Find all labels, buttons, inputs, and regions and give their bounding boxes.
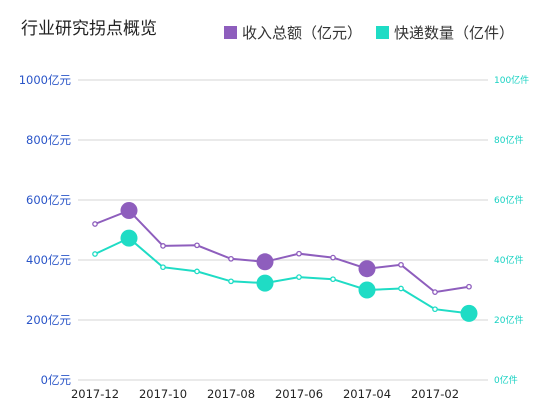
legend-item-revenue[interactable]: 收入总额（亿元） xyxy=(224,22,362,43)
legend-label-revenue: 收入总额（亿元） xyxy=(242,24,363,42)
data-point xyxy=(330,276,336,283)
data-point xyxy=(92,251,98,257)
left-axis-tick-label: 800亿元 xyxy=(26,133,71,147)
left-axis-tick-label: 400亿元 xyxy=(26,253,71,267)
series-line-revenue xyxy=(94,209,470,294)
right-axis-tick-label: 0亿件 xyxy=(494,374,518,386)
data-point xyxy=(466,283,472,290)
data-point xyxy=(160,264,166,271)
data-point xyxy=(432,289,438,295)
x-axis-tick-label: 2017-02 xyxy=(411,387,459,401)
data-point xyxy=(194,242,200,249)
data-point xyxy=(330,254,336,261)
series-line-volume xyxy=(94,236,470,315)
right-axis-tick-label: 20亿件 xyxy=(494,314,523,326)
left-axis-tick-label: 1000亿元 xyxy=(19,73,72,87)
highlight-point xyxy=(256,253,274,271)
right-axis-tick-label: 100亿件 xyxy=(494,74,529,86)
x-axis-tick-label: 2017-12 xyxy=(71,387,119,401)
left-axis-tick-label: 200亿元 xyxy=(26,313,71,327)
highlight-point xyxy=(358,281,376,299)
legend-swatch-volume xyxy=(376,26,389,39)
data-point xyxy=(296,250,302,257)
x-axis-tick-label: 2017-08 xyxy=(207,387,255,401)
x-axis-tick-label: 2017-10 xyxy=(139,387,187,401)
x-axis-tick-label: 2017-04 xyxy=(343,387,391,401)
legend-item-volume[interactable]: 快递数量（亿件） xyxy=(376,22,514,43)
right-axis-tick-label: 80亿件 xyxy=(494,134,523,146)
data-point xyxy=(228,255,234,262)
data-point xyxy=(432,306,438,313)
highlight-point xyxy=(120,229,138,247)
highlight-point xyxy=(256,274,274,292)
legend-label-volume: 快递数量（亿件） xyxy=(394,24,515,42)
right-axis-tick-label: 40亿件 xyxy=(494,254,523,266)
legend-swatch-revenue xyxy=(224,26,237,39)
left-axis-tick-label: 0亿元 xyxy=(41,373,72,387)
data-point xyxy=(296,274,302,280)
data-point xyxy=(194,268,200,275)
highlight-point xyxy=(358,260,376,278)
data-point xyxy=(228,278,234,285)
x-axis-tick-label: 2017-06 xyxy=(275,387,323,401)
data-point xyxy=(398,285,404,292)
left-axis-tick-label: 600亿元 xyxy=(26,193,71,207)
data-point xyxy=(398,261,404,268)
chart-title: 行业研究拐点概览 xyxy=(21,19,157,39)
right-axis-tick-label: 60亿件 xyxy=(494,194,523,206)
highlight-point xyxy=(460,304,478,322)
data-point xyxy=(92,221,98,227)
data-point xyxy=(160,243,166,249)
highlight-point xyxy=(120,202,138,219)
